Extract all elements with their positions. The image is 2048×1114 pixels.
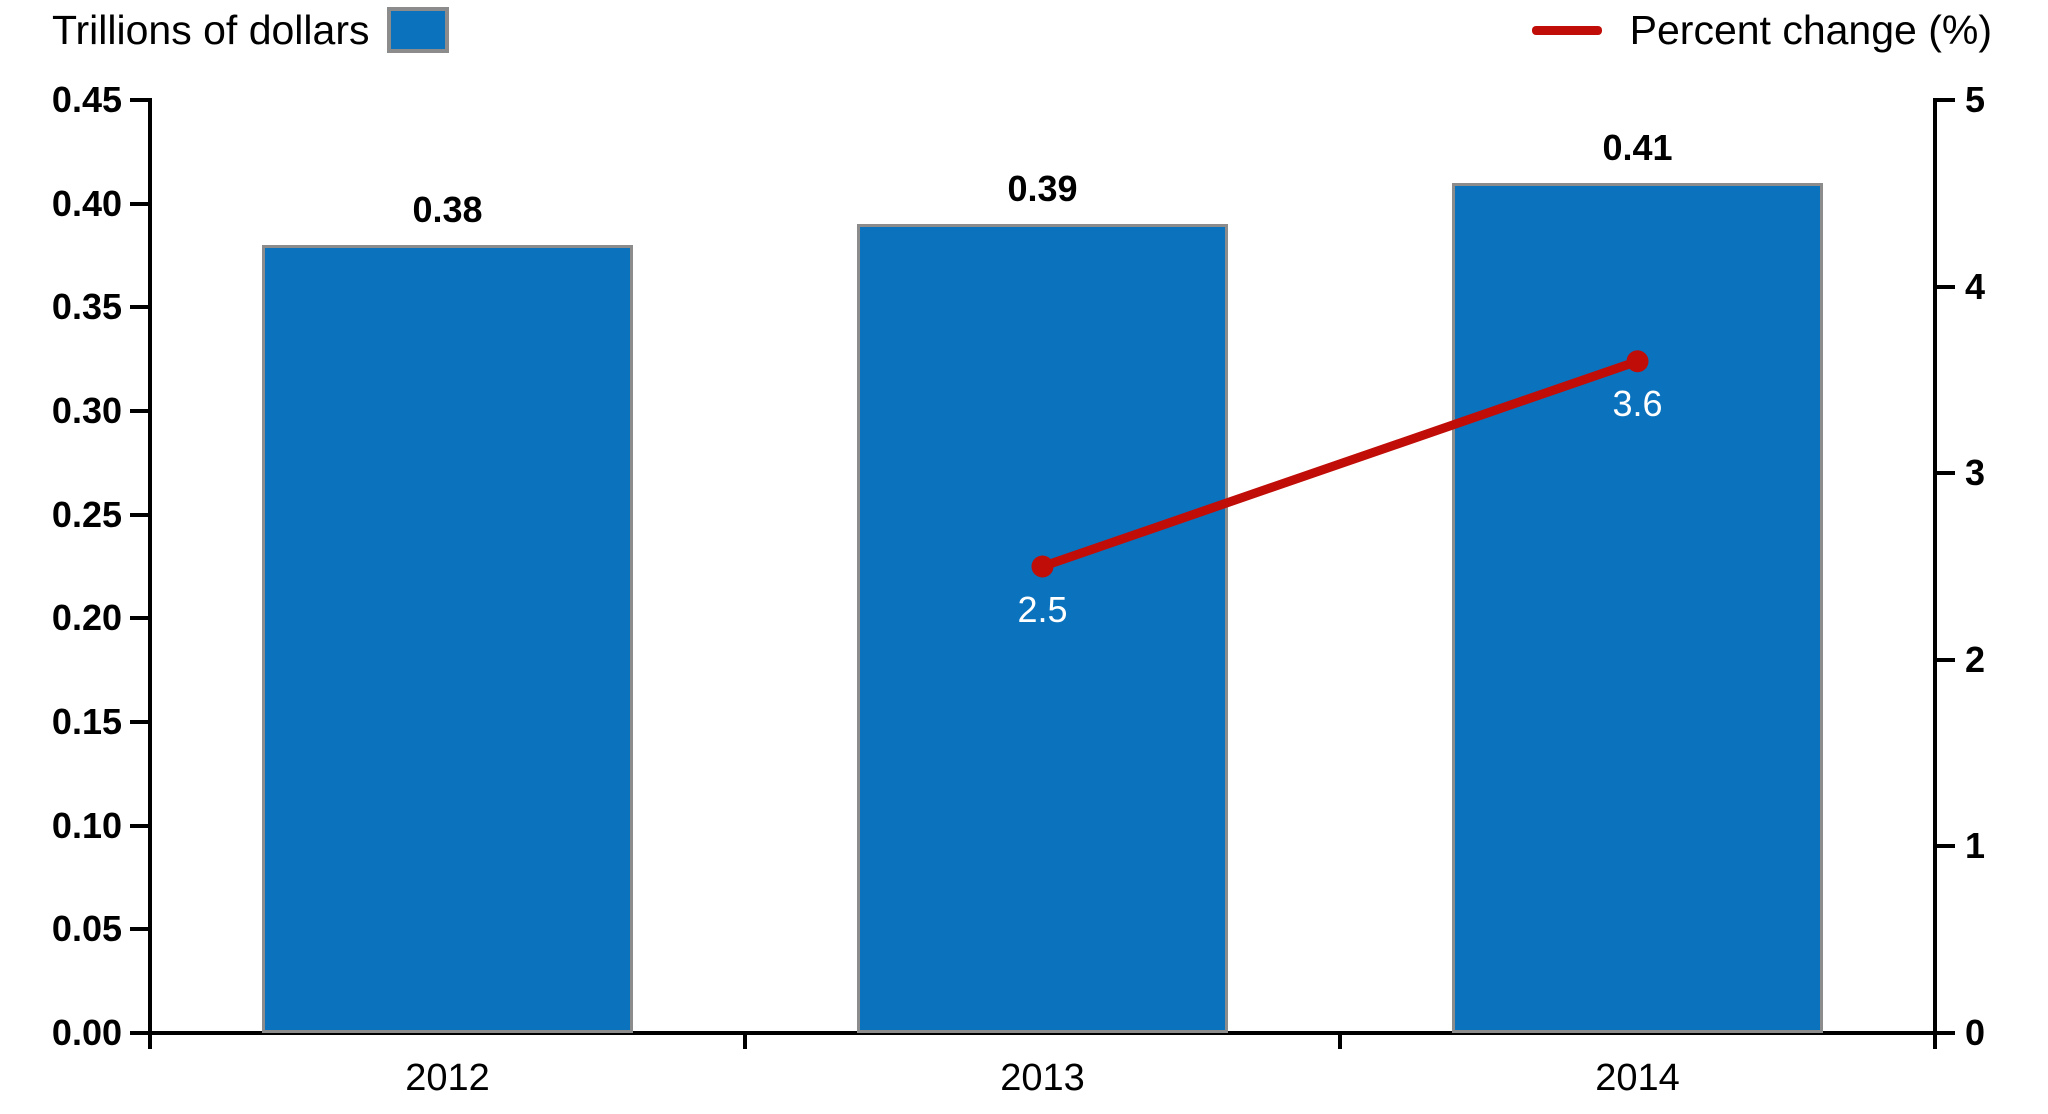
line-value-label: 3.6 — [1612, 383, 1663, 425]
right-axis-line — [1933, 98, 1937, 1035]
x-axis-category-label: 2014 — [1595, 1057, 1680, 1099]
line-value-label: 2.5 — [1017, 588, 1068, 630]
left-axis-tick-label: 0.15 — [51, 701, 122, 742]
right-axis-tick — [1937, 657, 1955, 662]
right-axis-tick-label: 0 — [1965, 1012, 1986, 1053]
left-axis-tick — [130, 823, 148, 828]
right-axis-tick — [1937, 284, 1955, 289]
right-axis-tick — [1937, 98, 1955, 102]
left-axis-tick — [130, 305, 148, 310]
right-axis-tick-label: 4 — [1965, 265, 1986, 307]
bar-legend-swatch-icon — [387, 7, 450, 53]
left-axis-tick-label: 0.40 — [51, 182, 122, 224]
left-axis-tick-label: 0.05 — [51, 908, 122, 950]
bar-value-label: 0.39 — [1007, 168, 1078, 210]
x-axis-tick — [743, 1033, 747, 1049]
bar-value-label: 0.41 — [1602, 126, 1673, 168]
left-axis-line — [148, 98, 152, 1035]
x-axis-line — [136, 1031, 1953, 1035]
right-axis-tick-label: 2 — [1965, 638, 1986, 680]
x-axis-category-label: 2012 — [405, 1057, 490, 1099]
left-axis-tick-label: 0.25 — [51, 493, 122, 535]
bar-2012 — [261, 245, 634, 1033]
right-axis-tick — [1937, 1031, 1955, 1035]
right-axis-tick-label: 5 — [1965, 79, 1986, 120]
x-axis-tick — [1338, 1033, 1342, 1049]
left-axis-tick-label: 0.20 — [51, 597, 122, 639]
left-axis-tick — [130, 927, 148, 932]
x-axis-tick — [148, 1033, 152, 1049]
left-axis-tick-label: 0.35 — [51, 286, 122, 328]
right-axis-tick — [1937, 471, 1955, 476]
legend-line-label: Percent change (%) — [1629, 6, 1992, 53]
bar-value-label: 0.38 — [412, 189, 483, 231]
left-axis-tick — [130, 720, 148, 724]
left-axis-tick — [130, 98, 148, 102]
left-axis-tick-label: 0.00 — [51, 1012, 122, 1053]
left-axis-tick — [130, 512, 148, 517]
right-axis-tick-label: 1 — [1965, 825, 1986, 867]
legend-line: Percent change (%) — [1531, 2, 1992, 58]
legend-bars-label: Trillions of dollars — [52, 6, 370, 53]
left-axis-tick — [130, 1031, 148, 1035]
left-axis-tick-label: 0.10 — [51, 804, 122, 846]
right-axis-tick-label: 3 — [1965, 452, 1986, 494]
left-axis-tick — [130, 201, 148, 206]
x-axis-category-label: 2013 — [1000, 1057, 1085, 1099]
line-legend-swatch-icon — [1531, 25, 1602, 35]
x-axis-tick — [1933, 1033, 1937, 1049]
left-axis-tick — [130, 616, 148, 621]
legend-bars: Trillions of dollars — [52, 2, 450, 58]
bar-2014 — [1451, 182, 1824, 1033]
left-axis-tick — [130, 409, 148, 413]
left-axis-tick-label: 0.45 — [51, 79, 122, 120]
left-axis-tick-label: 0.30 — [51, 390, 122, 431]
right-axis-tick — [1937, 844, 1955, 849]
